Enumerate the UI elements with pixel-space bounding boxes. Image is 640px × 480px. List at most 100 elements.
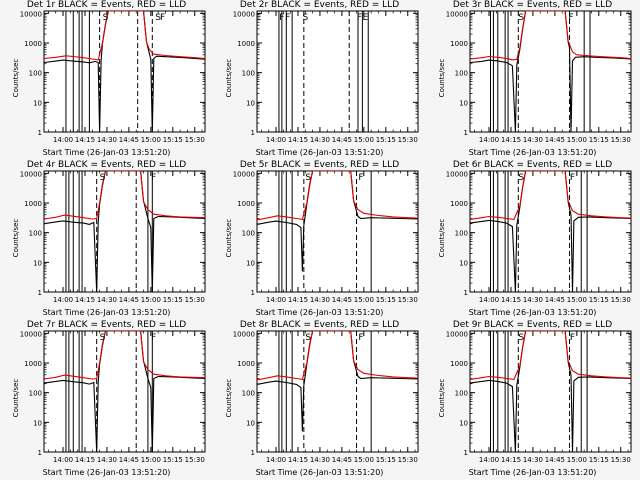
panel-title: Det 9r BLACK = Events, RED = LLD xyxy=(452,320,613,330)
y-tick-label: 1 xyxy=(251,449,255,457)
x-axis-label: Start Time (26-Jan-03 13:51:20) xyxy=(468,308,597,317)
x-axis-label: Start Time (26-Jan-03 13:51:20) xyxy=(42,308,171,317)
panel-title: Det 8r BLACK = Events, RED = LLD xyxy=(239,320,400,330)
lld-series-line xyxy=(44,171,205,220)
panel-title: Det 2r BLACK = Events, RED = LLD xyxy=(239,0,400,10)
flag-marker: S xyxy=(302,13,308,23)
y-tick-label: 10 xyxy=(459,99,468,107)
x-tick-label: 15:30 xyxy=(185,296,205,304)
flag-marker: F xyxy=(568,13,573,23)
y-tick-label: 10 xyxy=(33,99,42,107)
light-curve-plot: 1 10 100 1000 10000 14:00 14:15 14:30 14:45 15:00… xyxy=(446,170,632,304)
x-axis-label: Start Time (26-Jan-03 13:51:20) xyxy=(255,308,384,317)
plot-frame xyxy=(43,330,206,453)
y-axis-label: Counts/sec xyxy=(12,378,20,418)
y-tick-label: 1000 xyxy=(237,40,255,48)
y-tick-label: 1 xyxy=(251,289,255,297)
y-tick-label: 1000 xyxy=(24,360,42,368)
flag-marker: F xyxy=(570,333,575,343)
x-tick-label: 15:30 xyxy=(398,456,418,464)
x-tick-label: 14:45 xyxy=(332,136,352,144)
y-tick-label: 1 xyxy=(251,129,255,137)
x-tick-label: 14:00 xyxy=(53,296,73,304)
x-tick-label: 15:15 xyxy=(163,296,183,304)
y-tick-label: 1000 xyxy=(450,360,468,368)
panel-title: Det 7r BLACK = Events, RED = LLD xyxy=(26,320,187,330)
x-tick-label: 14:15 xyxy=(75,296,95,304)
y-tick-label: 10000 xyxy=(233,170,255,178)
y-tick-label: 10000 xyxy=(233,330,255,338)
flag-marker: S xyxy=(305,333,311,343)
x-tick-label: 14:15 xyxy=(75,136,95,144)
x-tick-label: 14:30 xyxy=(523,296,543,304)
y-axis-label: Counts/sec xyxy=(225,218,233,258)
y-tick-label: 1000 xyxy=(24,40,42,48)
flag-marker: F xyxy=(151,173,156,183)
lld-series-line xyxy=(44,331,205,380)
x-tick-label: 14:45 xyxy=(332,296,352,304)
x-tick-label: 15:00 xyxy=(354,296,374,304)
plot-frame xyxy=(256,170,419,293)
x-tick-label: 14:15 xyxy=(501,296,521,304)
plot-frame xyxy=(256,10,419,133)
flag-marker: S xyxy=(103,13,109,23)
y-tick-label: 10000 xyxy=(446,10,468,18)
detector-panel: Det 7r BLACK = Events, RED = LLD 1 10 100 10… xyxy=(0,320,213,480)
x-tick-label: 15:30 xyxy=(185,136,205,144)
x-tick-label: 14:15 xyxy=(501,456,521,464)
y-axis-label: Counts/sec xyxy=(225,58,233,98)
y-tick-label: 100 xyxy=(242,390,255,398)
plot-frame xyxy=(469,10,632,133)
flag-marker: F xyxy=(358,333,363,343)
x-tick-label: 15:00 xyxy=(567,296,587,304)
flag-marker: F xyxy=(285,13,290,23)
y-tick-label: 10 xyxy=(246,99,255,107)
light-curve-plot: 1 10 100 1000 10000 14:00 14:15 14:30 14:45 15:00… xyxy=(20,170,206,304)
x-tick-label: 14:00 xyxy=(266,296,286,304)
x-tick-label: 15:15 xyxy=(376,456,396,464)
lld-series-line xyxy=(257,171,418,221)
x-tick-label: 14:45 xyxy=(545,456,565,464)
y-tick-label: 100 xyxy=(242,70,255,78)
x-tick-label: 15:30 xyxy=(611,456,631,464)
x-tick-label: 14:45 xyxy=(119,296,139,304)
x-tick-label: 15:15 xyxy=(589,456,609,464)
y-tick-label: 100 xyxy=(455,230,468,238)
x-tick-label: 14:00 xyxy=(53,456,73,464)
y-tick-label: 1000 xyxy=(24,200,42,208)
y-tick-label: 100 xyxy=(455,70,468,78)
x-tick-label: 14:00 xyxy=(479,136,499,144)
y-tick-label: 100 xyxy=(242,230,255,238)
y-axis-label: Counts/sec xyxy=(438,378,446,418)
plot-frame xyxy=(43,10,206,133)
x-tick-label: 14:15 xyxy=(288,296,308,304)
plot-frame xyxy=(43,170,206,293)
x-tick-label: 15:00 xyxy=(567,456,587,464)
x-tick-label: 15:30 xyxy=(398,296,418,304)
panel-title: Det 5r BLACK = Events, RED = LLD xyxy=(239,160,400,170)
flag-marker: S xyxy=(305,173,311,183)
y-tick-label: 1 xyxy=(464,449,468,457)
x-axis-label: Start Time (26-Jan-03 13:51:20) xyxy=(42,468,171,477)
flag-marker: S xyxy=(518,13,524,23)
detector-panel: Det 3r BLACK = Events, RED = LLD 1 10 100 10… xyxy=(426,0,639,160)
x-tick-label: 14:45 xyxy=(119,136,139,144)
panel-title: Det 4r BLACK = Events, RED = LLD xyxy=(26,160,187,170)
x-tick-label: 14:00 xyxy=(479,456,499,464)
y-tick-label: 10 xyxy=(246,419,255,427)
x-tick-label: 14:15 xyxy=(75,456,95,464)
detector-panel: Det 1r BLACK = Events, RED = LLD 1 10 100 10… xyxy=(0,0,213,160)
x-tick-label: 14:15 xyxy=(288,456,308,464)
flag-marker: F xyxy=(358,173,363,183)
flag-marker: F xyxy=(570,173,575,183)
y-tick-label: 1 xyxy=(38,449,42,457)
y-tick-label: 10 xyxy=(246,259,255,267)
x-tick-label: 14:30 xyxy=(523,136,543,144)
lld-series-line xyxy=(470,171,631,220)
x-tick-label: 14:30 xyxy=(310,136,330,144)
light-curve-plot: 1 10 100 1000 10000 14:00 14:15 14:30 14:45 15:00… xyxy=(233,170,419,304)
flag-marker: E xyxy=(362,13,368,23)
x-tick-label: 15:15 xyxy=(163,136,183,144)
y-axis-label: Counts/sec xyxy=(225,378,233,418)
y-tick-label: 100 xyxy=(455,390,468,398)
